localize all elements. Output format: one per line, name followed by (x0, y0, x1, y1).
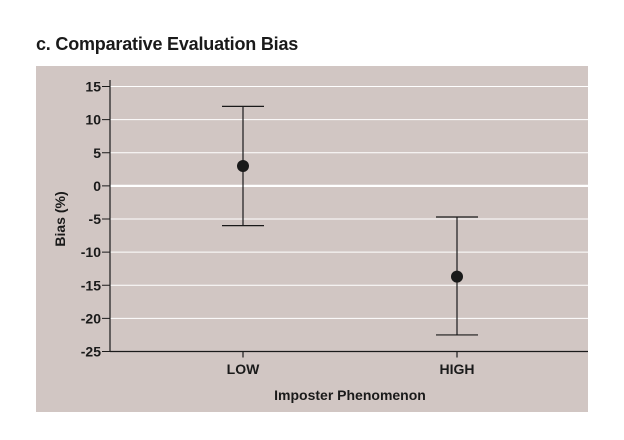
y-tick-label: -20 (81, 310, 101, 326)
data-marks (222, 105, 478, 336)
plot-panel-background (36, 66, 588, 412)
y-tick-label: 0 (93, 178, 101, 194)
y-tick-labels: 15 10 5 0 -5 -10 -15 -20 -25 (81, 79, 110, 360)
y-tick-label: -10 (81, 244, 101, 260)
gridlines (110, 86, 588, 319)
y-tick-label: -5 (89, 211, 102, 227)
y-tick-label: -15 (81, 277, 101, 293)
y-axis-label: Bias (%) (52, 191, 68, 246)
data-point (451, 270, 463, 283)
x-tick-label: LOW (227, 361, 260, 377)
x-tick-labels: LOW HIGH (227, 351, 475, 377)
axes (109, 80, 588, 353)
y-tick-label: 15 (85, 79, 101, 95)
y-tick-label: 5 (93, 145, 101, 161)
y-tick-label: 10 (85, 112, 101, 128)
data-point (237, 160, 249, 172)
y-tick-label: -25 (81, 344, 101, 360)
chart-title: c. Comparative Evaluation Bias (36, 34, 299, 54)
x-axis-label: Imposter Phenomenon (274, 387, 426, 403)
x-tick-label: HIGH (440, 361, 475, 377)
